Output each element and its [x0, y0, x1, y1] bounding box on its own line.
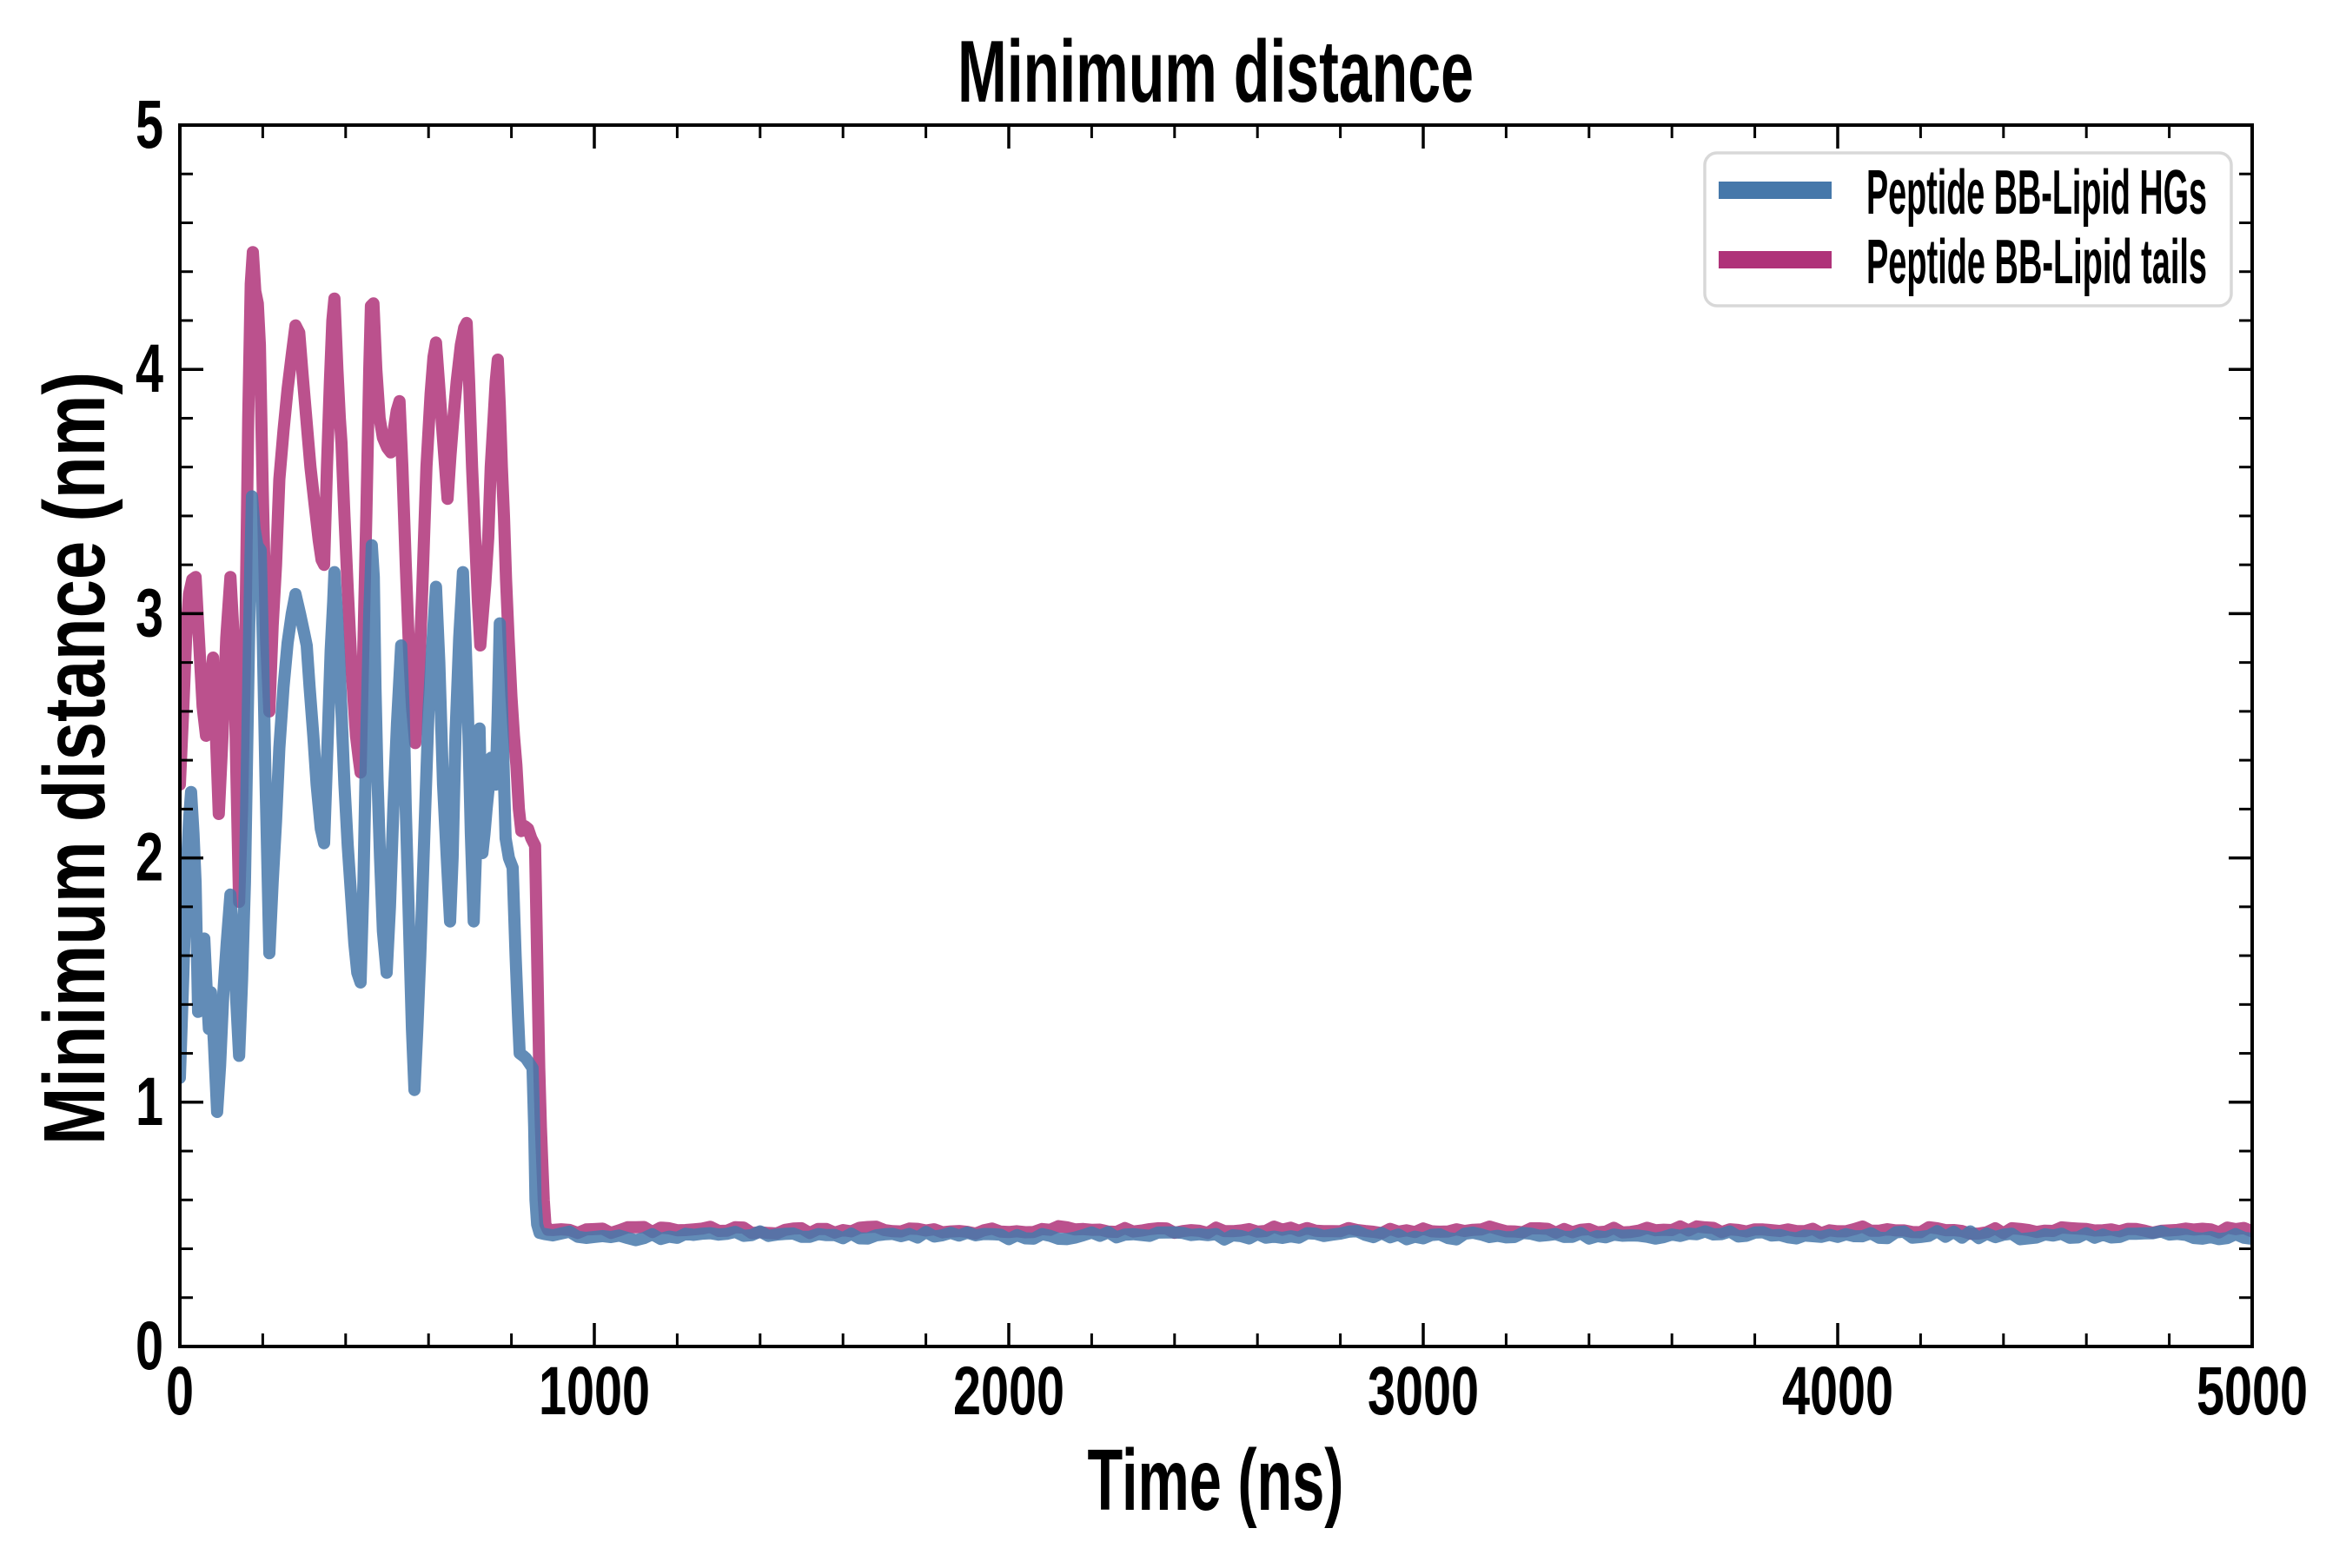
- chart-title: Minimum distance: [958, 23, 1474, 121]
- axes-spines: [178, 123, 2254, 1348]
- y-tick-label: 3: [136, 573, 163, 651]
- x-axis-label: Time (ns): [1088, 1432, 1344, 1529]
- y-tick-label: 0: [136, 1307, 163, 1384]
- series-line-peptide-bb-lipid-hgs: [180, 490, 2252, 1247]
- legend-label-peptide-bb-lipid-tails: Peptide BB-Lipid tails: [1866, 228, 2207, 297]
- y-tick-label: 4: [136, 329, 163, 407]
- x-tick-label: 3000: [1368, 1352, 1479, 1429]
- plot-area: [180, 246, 2252, 1247]
- x-tick-label: 4000: [1782, 1352, 1893, 1429]
- legend: Peptide BB-Lipid HGs Peptide BB-Lipid ta…: [1703, 151, 2233, 308]
- x-tick-label: 5000: [2197, 1352, 2308, 1429]
- x-tick-label: 0: [166, 1352, 194, 1429]
- series-line-peptide-bb-lipid-tails: [180, 246, 2252, 1241]
- x-tick-label: 1000: [539, 1352, 650, 1429]
- y-tick-label: 2: [136, 818, 163, 896]
- y-tick-label: 1: [136, 1062, 163, 1140]
- legend-label-peptide-bb-lipid-hgs: Peptide BB-Lipid HGs: [1866, 158, 2207, 228]
- legend-swatch-peptide-bb-lipid-hgs: [1719, 182, 1832, 199]
- y-tick-label: 5: [136, 85, 163, 162]
- axis-ticks: 0 1000 2000 3000 4000 5000 0 1 2 3 4 5: [136, 85, 2308, 1429]
- y-axis-label: Minimum distance (nm): [26, 372, 123, 1145]
- x-tick-label: 2000: [953, 1352, 1064, 1429]
- legend-box: [1703, 151, 2233, 308]
- legend-swatch-peptide-bb-lipid-tails: [1719, 251, 1832, 268]
